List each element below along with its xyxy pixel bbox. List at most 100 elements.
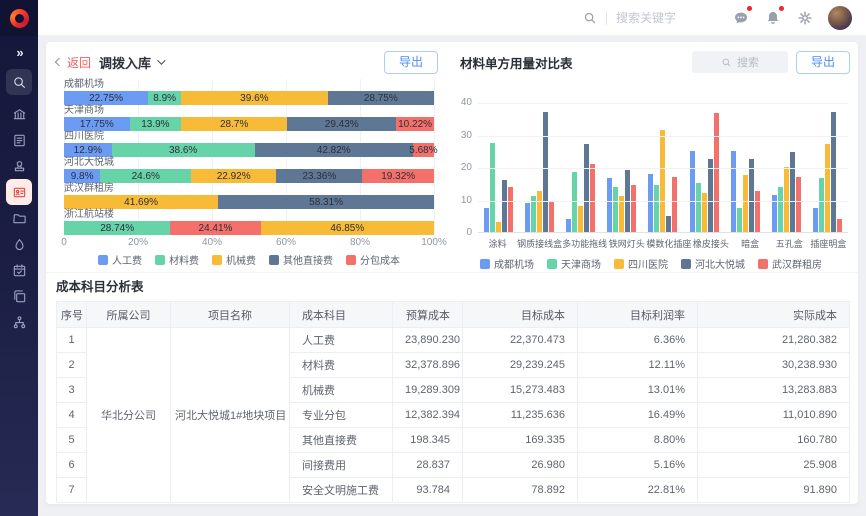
sidebar-item-drop[interactable] <box>6 231 32 257</box>
legend-item[interactable]: 材料费 <box>155 252 199 267</box>
bar-category-label: 天津商场 <box>64 105 104 116</box>
back-button[interactable]: 返回 <box>54 54 91 71</box>
legend-item[interactable]: 人工费 <box>98 252 142 267</box>
axis-tick-label: 30 <box>460 129 472 141</box>
bar <box>789 152 795 232</box>
page-title-dropdown[interactable]: 调拨入库 <box>99 53 166 72</box>
bar <box>713 113 719 232</box>
subject-cell: 间接费用 <box>289 452 393 478</box>
export-button-right[interactable]: 导出 <box>795 50 850 74</box>
row-index-cell: 3 <box>56 377 87 403</box>
axis-tick-label: 80% <box>349 237 371 248</box>
legend-item[interactable]: 机械费 <box>212 252 256 267</box>
bar-segment: 13.9% <box>129 117 182 131</box>
bar-group <box>684 103 725 232</box>
legend-item[interactable]: 河北大悦城 <box>681 256 745 271</box>
bar <box>777 186 783 232</box>
bar <box>584 144 590 232</box>
sidebar: » <box>0 0 38 516</box>
sidebar-item-folder[interactable] <box>6 205 32 231</box>
sidebar-item-search[interactable] <box>6 69 32 95</box>
bar-group <box>725 103 766 232</box>
legend-item[interactable]: 武汉群租房 <box>758 256 822 271</box>
legend-item[interactable]: 天津商场 <box>547 256 601 271</box>
transfer-inbound-panel: 返回 调拨入库 导出 成都机场 22.75% 8.9% 39.6% 28.75% 天津商场… <box>46 42 448 272</box>
app-logo[interactable] <box>0 0 38 36</box>
bar <box>701 193 707 232</box>
actual-cell: 30,238.930 <box>697 352 850 378</box>
bar <box>795 176 801 232</box>
bar-segment: 10.22% <box>396 117 434 131</box>
sidebar-item-stamp[interactable] <box>6 153 32 179</box>
bar <box>613 186 619 232</box>
bar <box>549 201 555 232</box>
target-cell: 22,370.473 <box>462 327 578 353</box>
budget-cell: 23,890.230 <box>392 327 463 353</box>
notifications-button[interactable] <box>764 6 784 26</box>
folder-icon <box>12 213 26 223</box>
stacked-bar-row: 武汉群租房 41.69% 58.31% <box>64 183 434 209</box>
bar <box>572 171 578 232</box>
bar-group <box>519 103 560 232</box>
company-cell: 华北分公司 <box>86 327 171 503</box>
bar-segment: 46.85% <box>260 221 434 235</box>
sidebar-collapse-icon[interactable]: » <box>16 45 23 60</box>
legend-label: 材料费 <box>169 256 199 267</box>
table-row: 3 机械费 19,289.309 15,273.483 13.01% 13,283.883 <box>56 377 850 403</box>
project-cell: 河北大悦城1#地块项目 <box>170 327 290 503</box>
legend-label: 机械费 <box>226 256 256 267</box>
legend-item[interactable]: 分包成本 <box>346 252 400 267</box>
left-chart-legend: 人工费 材料费 机械费 其他直接费 分包成本 <box>64 252 434 267</box>
column-header: 预算成本 <box>392 301 463 328</box>
bar <box>660 129 666 232</box>
gridline <box>478 135 848 137</box>
bar <box>824 144 830 232</box>
target-cell: 78.892 <box>462 477 578 503</box>
bar-segment: 5.68% <box>409 143 438 157</box>
subject-cell: 其他直接费 <box>289 427 393 453</box>
gridline <box>212 79 213 241</box>
bell-icon <box>767 11 778 24</box>
bar-segment: 9.8% <box>64 169 101 183</box>
subject-cell: 专业分包 <box>289 402 393 428</box>
bar-group <box>807 103 848 232</box>
legend-item[interactable]: 其他直接费 <box>269 252 333 267</box>
legend-swatch-icon <box>547 258 557 269</box>
sidebar-item-workflow[interactable] <box>6 309 32 335</box>
row-index-cell: 1 <box>56 327 87 353</box>
legend-item[interactable]: 四川医院 <box>614 256 668 271</box>
subject-cell: 安全文明施工费 <box>289 477 393 503</box>
column-header: 实际成本 <box>697 301 850 328</box>
global-search[interactable]: 搜索关键字 <box>583 9 676 26</box>
bar-segment: 28.74% <box>64 221 171 235</box>
target-cell: 11,235.636 <box>462 402 578 428</box>
bar <box>525 202 531 232</box>
sidebar-item-document[interactable] <box>6 127 32 153</box>
axis-tick-label: 40% <box>201 237 223 248</box>
legend-swatch-icon <box>614 258 624 269</box>
bar <box>484 207 490 232</box>
messages-button[interactable] <box>732 6 752 26</box>
search-icon <box>13 76 25 88</box>
sidebar-item-copy[interactable] <box>6 283 32 309</box>
axis-tick-label: 多功能拖线 <box>562 239 608 249</box>
sidebar-item-calendar[interactable] <box>6 257 32 283</box>
axis-tick-label: 100% <box>421 237 447 248</box>
budget-cell: 93.784 <box>392 477 463 503</box>
bar-category-label: 四川医院 <box>64 131 104 142</box>
avatar[interactable] <box>828 5 852 30</box>
settings-button[interactable] <box>796 9 813 26</box>
column-header: 序号 <box>56 301 87 328</box>
sidebar-item-bank[interactable] <box>6 101 32 127</box>
legend-swatch-icon <box>269 254 279 265</box>
message-icon <box>734 12 747 23</box>
bar <box>508 186 514 232</box>
legend-label: 天津商场 <box>561 260 601 271</box>
sidebar-item-badge-active[interactable] <box>6 179 32 205</box>
right-chart-legend: 成都机场 天津商场 四川医院 河北大悦城 武汉群租房 <box>452 256 850 271</box>
chart-search-placeholder: 搜索 <box>736 57 759 69</box>
bar <box>812 207 818 232</box>
legend-item[interactable]: 成都机场 <box>480 256 534 271</box>
chart-search-input[interactable]: 搜索 <box>691 51 788 73</box>
export-button-left[interactable]: 导出 <box>383 50 438 74</box>
